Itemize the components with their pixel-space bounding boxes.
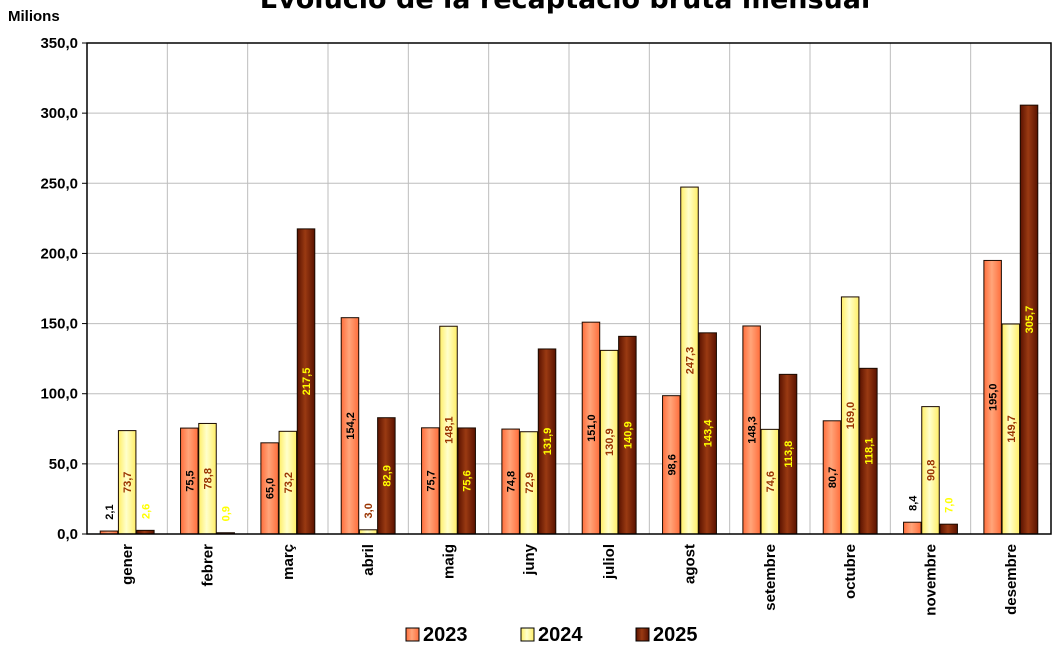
x-tick-label: març xyxy=(280,544,297,580)
legend-swatch-2025 xyxy=(635,627,650,642)
data-label-2024-juliol: 130,9 xyxy=(604,428,616,456)
data-label-2023-octubre: 80,7 xyxy=(827,467,839,488)
data-label-2024-gener: 73,7 xyxy=(122,472,134,493)
data-label-2025-abril: 82,9 xyxy=(381,465,393,486)
x-tick-label: juliol xyxy=(601,544,618,580)
y-tick-label: 100,0 xyxy=(40,386,78,403)
x-tick-label: setembre xyxy=(762,544,779,611)
y-unit-label: Milions xyxy=(8,8,60,25)
grid xyxy=(87,43,1051,534)
data-label-2025-novembre: 7,0 xyxy=(944,498,956,513)
data-label-2025-setembre: 113,8 xyxy=(783,441,795,468)
x-axis: gener febrer març abril maig juny juliol agost s… xyxy=(119,543,1020,615)
chart-title: Evolució de la recaptació bruta mensual xyxy=(260,0,871,15)
data-label-2024-agost: 247,3 xyxy=(685,347,697,375)
data-label-2025-desembre: 305,7 xyxy=(1024,306,1036,334)
data-label-2024-desembre: 149,7 xyxy=(1006,415,1018,443)
data-label-2025-agost: 143,4 xyxy=(703,419,715,447)
data-label-2023-abril: 154,2 xyxy=(345,412,357,440)
y-tick-label: 0,0 xyxy=(57,526,78,543)
bar-2025-novembre xyxy=(939,523,958,535)
data-label-2024-maig: 148,1 xyxy=(444,416,456,444)
x-tick-label: agost xyxy=(682,544,699,584)
data-label-2023-setembre: 148,3 xyxy=(747,416,759,444)
data-label-2025-gener: 2,6 xyxy=(140,504,152,519)
data-label-2024-octubre: 169,0 xyxy=(845,402,857,430)
data-label-2024-setembre: 74,6 xyxy=(765,471,777,492)
data-label-2025-juliol: 140,9 xyxy=(622,421,634,449)
data-label-2025-octubre: 118,1 xyxy=(863,438,875,465)
x-tick-label: novembre xyxy=(923,544,940,616)
data-label-2023-juliol: 151,0 xyxy=(586,414,598,442)
y-axis: 0,0 50,0 100,0 150,0 200,0 250,0 300,0 350,0 xyxy=(40,35,87,543)
data-label-2023-febrer: 75,5 xyxy=(184,470,196,491)
legend-label-2025: 2025 xyxy=(653,624,698,646)
bar-2023-novembre xyxy=(903,521,922,535)
data-label-2024-març: 73,2 xyxy=(283,472,295,493)
data-label-2024-febrer: 78,8 xyxy=(203,468,215,489)
legend-swatch-2024 xyxy=(520,627,535,642)
data-label-2023-agost: 98,6 xyxy=(666,454,678,475)
x-tick-label: abril xyxy=(360,544,377,576)
x-tick-label: juny xyxy=(521,543,538,575)
legend-label-2024: 2024 xyxy=(538,624,583,646)
legend: 2023 2024 2025 xyxy=(405,624,698,646)
plot-area xyxy=(86,42,1052,535)
data-label-2024-novembre: 90,8 xyxy=(926,460,938,481)
x-tick-label: febrer xyxy=(200,544,217,587)
legend-label-2023: 2023 xyxy=(423,624,468,646)
data-label-2023-gener: 2,1 xyxy=(104,504,116,519)
data-label-2024-juny: 72,9 xyxy=(524,472,536,493)
x-tick-label: octubre xyxy=(842,544,859,599)
data-label-2024-abril: 3,0 xyxy=(363,503,375,518)
x-tick-label: maig xyxy=(441,544,458,579)
data-label-2025-juny: 131,9 xyxy=(542,428,554,456)
legend-swatch-2023 xyxy=(405,627,420,642)
y-tick-label: 150,0 xyxy=(40,316,78,333)
data-label-2023-desembre: 195,0 xyxy=(988,383,1000,411)
data-label-2025-març: 217,5 xyxy=(301,368,313,396)
y-tick-label: 300,0 xyxy=(40,105,78,122)
data-label-2025-maig: 75,6 xyxy=(462,470,474,491)
data-label-2023-juny: 74,8 xyxy=(506,471,518,492)
y-tick-label: 200,0 xyxy=(40,245,78,262)
data-label-2023-maig: 75,7 xyxy=(425,470,437,491)
data-label-2025-febrer: 0,9 xyxy=(221,506,233,521)
data-label-2023-març: 65,0 xyxy=(265,478,277,499)
y-tick-label: 350,0 xyxy=(40,35,78,52)
data-labels: 2,1 73,7 2,6 75,5 78,8 0,9 65,0 73,2 217,5 154,2 3… xyxy=(104,306,1036,522)
x-tick-label: desembre xyxy=(1003,544,1020,615)
x-tick-label: gener xyxy=(119,544,136,585)
y-tick-label: 50,0 xyxy=(49,456,78,473)
data-label-2023-novembre: 8,4 xyxy=(907,495,919,511)
y-tick-label: 250,0 xyxy=(40,175,78,192)
